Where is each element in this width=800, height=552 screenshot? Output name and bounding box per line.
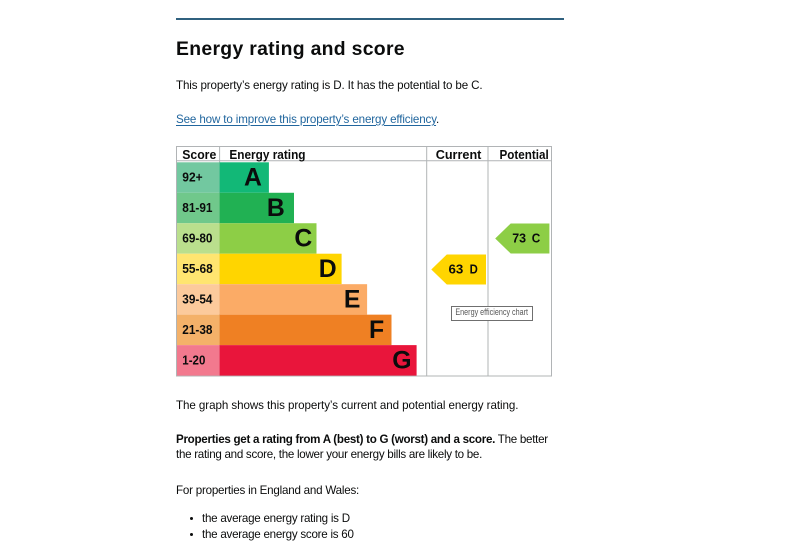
svg-text:Potential: Potential	[499, 147, 548, 162]
svg-text:G: G	[392, 347, 411, 374]
svg-text:81-91: 81-91	[182, 201, 212, 215]
svg-text:69-80: 69-80	[182, 232, 212, 246]
svg-text:B: B	[266, 195, 284, 222]
svg-text:55-68: 55-68	[182, 262, 213, 276]
svg-text:Current: Current	[435, 147, 481, 162]
svg-text:C: C	[294, 226, 312, 253]
svg-text:63: 63	[448, 261, 463, 276]
svg-text:D: D	[318, 256, 336, 283]
svg-text:39-54: 39-54	[182, 293, 212, 307]
svg-text:73: 73	[512, 230, 526, 245]
svg-text:21-38: 21-38	[182, 323, 212, 337]
svg-text:D: D	[469, 261, 477, 276]
svg-text:F: F	[369, 317, 384, 344]
svg-text:1-20: 1-20	[182, 354, 205, 368]
svg-text:92+: 92+	[182, 171, 202, 185]
svg-text:C: C	[531, 230, 540, 245]
svg-text:E: E	[344, 286, 361, 313]
svg-text:Energy rating: Energy rating	[229, 147, 305, 162]
svg-text:A: A	[244, 165, 262, 192]
svg-text:Score: Score	[182, 147, 216, 162]
